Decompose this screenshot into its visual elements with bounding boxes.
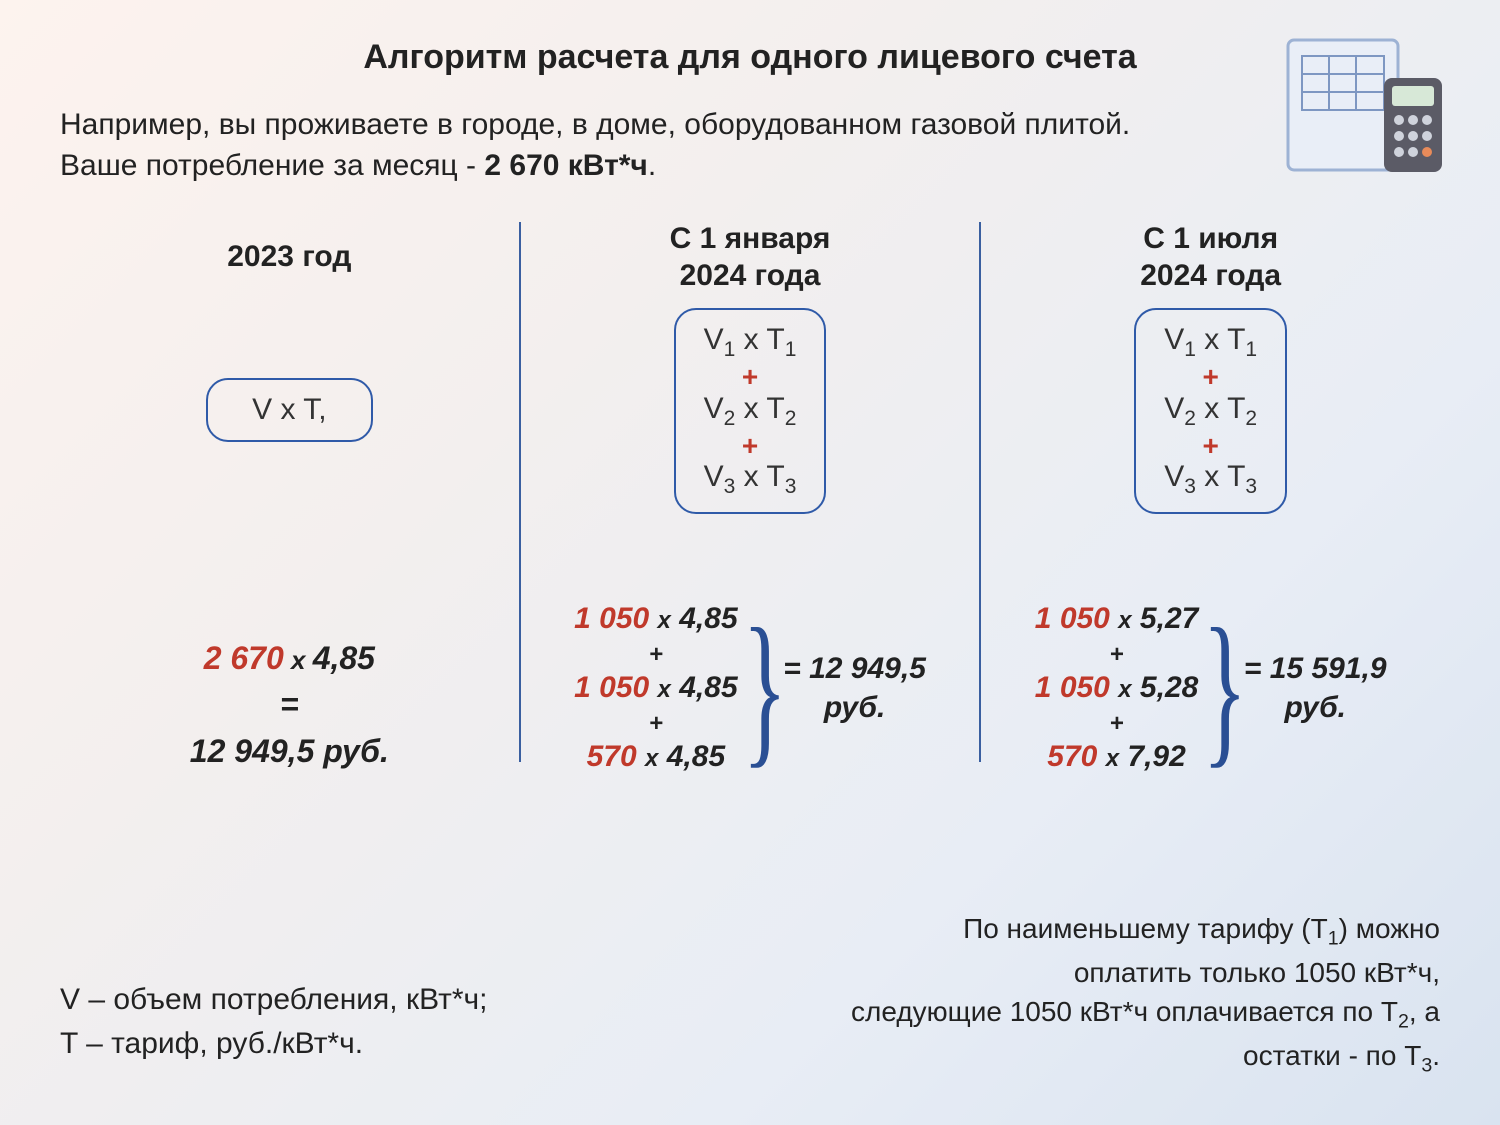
f3-p1: + bbox=[1202, 361, 1218, 392]
c3l1r: 5,27 bbox=[1140, 602, 1198, 635]
c2res2: руб. bbox=[824, 691, 886, 724]
c3p1: + bbox=[1110, 641, 1124, 668]
col2-head-l2: 2024 года bbox=[680, 259, 821, 292]
col2-head: С 1 января 2024 года bbox=[670, 214, 831, 300]
c2l2r: 4,85 bbox=[679, 671, 737, 704]
f2-t2: V2 x T2 bbox=[704, 392, 797, 425]
c3l3r: 7,92 bbox=[1127, 740, 1185, 773]
formula-box-2: V1 x T1 + V2 x T2 + V3 x T3 bbox=[674, 308, 827, 514]
legend: V – объем потребления, кВт*ч; T – тариф,… bbox=[60, 978, 487, 1065]
c2res1: = 12 949,5 bbox=[783, 652, 926, 685]
f2-t1: V1 x T1 bbox=[704, 323, 797, 356]
calc1-res: 12 949,5 руб. bbox=[190, 733, 389, 769]
page-title: Алгоритм расчета для одного лицевого сче… bbox=[60, 38, 1440, 77]
note-l3: следующие 1050 кВт*ч оплачивается по T2,… bbox=[851, 996, 1440, 1027]
calc1-eq: = bbox=[280, 686, 299, 722]
formula-box-1: V x T, bbox=[206, 378, 372, 442]
calc1-vol: 2 670 bbox=[204, 640, 284, 676]
c2l3r: 4,85 bbox=[667, 740, 725, 773]
intro-period: . bbox=[648, 149, 656, 182]
brace-3: } bbox=[1203, 620, 1248, 756]
f2-p2: + bbox=[742, 430, 758, 461]
note: По наименьшему тарифу (T1) можно оплатит… bbox=[851, 909, 1440, 1080]
brace-2: } bbox=[742, 620, 787, 756]
c3l3x: x bbox=[1106, 745, 1119, 772]
c3res1: = 15 591,9 bbox=[1244, 652, 1387, 685]
c3res2: руб. bbox=[1284, 691, 1346, 724]
note-l2: оплатить только 1050 кВт*ч, bbox=[1074, 957, 1440, 988]
c3l3v: 570 bbox=[1047, 740, 1097, 773]
c3p2: + bbox=[1110, 710, 1124, 737]
col3-head: С 1 июля 2024 года bbox=[1140, 214, 1281, 300]
f3-t1: V1 x T1 bbox=[1164, 323, 1257, 356]
intro-text: Например, вы проживаете в городе, в доме… bbox=[60, 105, 1150, 186]
legend-l2: T – тариф, руб./кВт*ч. bbox=[60, 1027, 363, 1060]
note-l4: остатки - по T3. bbox=[1243, 1040, 1440, 1071]
legend-l1: V – объем потребления, кВт*ч; bbox=[60, 983, 487, 1016]
calc2-result: = 12 949,5 руб. bbox=[783, 649, 926, 727]
calc-3: 1 050 x 5,27 + 1 050 x 5,28 + 570 x 7,92… bbox=[1035, 602, 1387, 775]
c2p2: + bbox=[649, 710, 663, 737]
f3-t2: V2 x T2 bbox=[1164, 392, 1257, 425]
calc3-lines: 1 050 x 5,27 + 1 050 x 5,28 + 570 x 7,92 bbox=[1035, 602, 1199, 775]
note-l1: По наименьшему тарифу (T1) можно bbox=[963, 913, 1440, 944]
calc1-x: x bbox=[284, 645, 313, 675]
c3l2v: 1 050 bbox=[1035, 671, 1110, 704]
col-jan2024: С 1 января 2024 года V1 x T1 + V2 x T2 +… bbox=[521, 214, 980, 774]
calc2-lines: 1 050 x 4,85 + 1 050 x 4,85 + 570 x 4,85 bbox=[574, 602, 738, 775]
c2l3x: x bbox=[645, 745, 658, 772]
intro-bold: 2 670 кВт*ч bbox=[484, 149, 647, 182]
c2l1v: 1 050 bbox=[574, 602, 649, 635]
calc1-rate: 4,85 bbox=[313, 640, 375, 676]
c3l2r: 5,28 bbox=[1140, 671, 1198, 704]
f2-t3: V3 x T3 bbox=[704, 460, 797, 493]
col1-head: 2023 год bbox=[227, 214, 351, 300]
c3l2x: x bbox=[1118, 676, 1131, 703]
c2l1r: 4,85 bbox=[679, 602, 737, 635]
doc-calculator-icon bbox=[1280, 30, 1450, 180]
f2-p1: + bbox=[742, 361, 758, 392]
col-jul2024: С 1 июля 2024 года V1 x T1 + V2 x T2 + V… bbox=[981, 214, 1440, 774]
c2l2v: 1 050 bbox=[574, 671, 649, 704]
formula-box-3: V1 x T1 + V2 x T2 + V3 x T3 bbox=[1134, 308, 1287, 514]
c2l1x: x bbox=[658, 607, 671, 634]
col3-head-l2: 2024 года bbox=[1140, 259, 1281, 292]
calc-2: 1 050 x 4,85 + 1 050 x 4,85 + 570 x 4,85… bbox=[574, 602, 926, 775]
c2l2x: x bbox=[658, 676, 671, 703]
c2l3v: 570 bbox=[587, 740, 637, 773]
c3l1v: 1 050 bbox=[1035, 602, 1110, 635]
columns-container: 2023 год V x T, 2 670 x 4,85 = 12 949,5 … bbox=[60, 214, 1440, 774]
col3-head-l1: С 1 июля bbox=[1143, 222, 1278, 255]
f3-t3: V3 x T3 bbox=[1164, 460, 1257, 493]
col2-head-l1: С 1 января bbox=[670, 222, 831, 255]
calc-1: 2 670 x 4,85 = 12 949,5 руб. bbox=[190, 635, 389, 774]
f3-p2: + bbox=[1202, 430, 1218, 461]
c3l1x: x bbox=[1118, 607, 1131, 634]
calc3-result: = 15 591,9 руб. bbox=[1244, 649, 1387, 727]
col-2023: 2023 год V x T, 2 670 x 4,85 = 12 949,5 … bbox=[60, 214, 519, 774]
c2p1: + bbox=[649, 641, 663, 668]
